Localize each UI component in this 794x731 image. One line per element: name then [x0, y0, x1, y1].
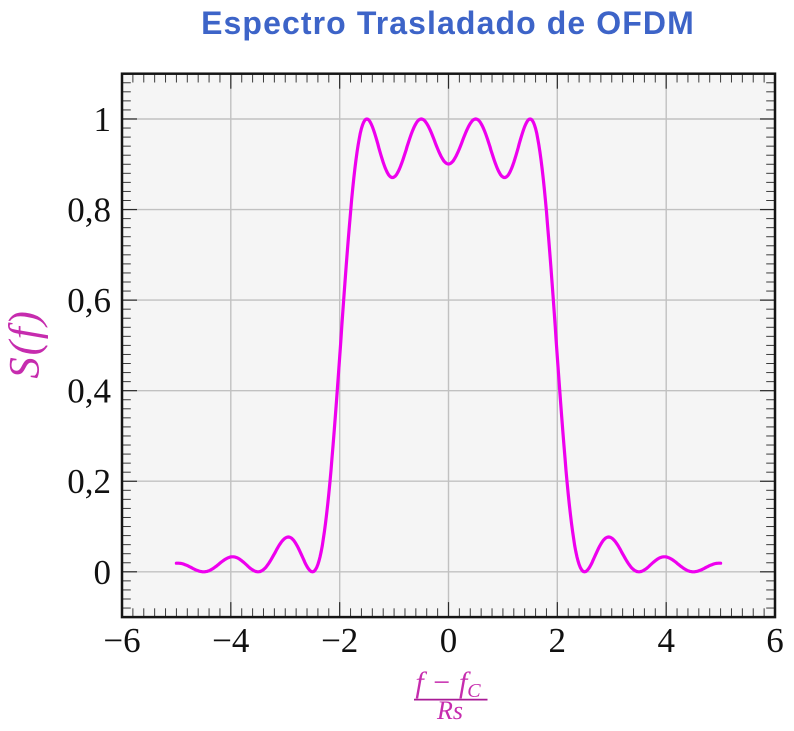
- svg-text:4: 4: [657, 621, 675, 660]
- svg-text:0: 0: [440, 621, 458, 660]
- svg-text:−4: −4: [212, 621, 249, 660]
- svg-text:0: 0: [94, 553, 112, 592]
- svg-text:0,6: 0,6: [67, 281, 111, 320]
- svg-text:S(f): S(f): [2, 309, 49, 378]
- svg-text:Rs: Rs: [436, 696, 463, 725]
- svg-text:1: 1: [94, 100, 112, 139]
- svg-text:2: 2: [549, 621, 567, 660]
- svg-text:Espectro Trasladado de OFDM: Espectro Trasladado de OFDM: [201, 5, 695, 41]
- svg-text:0,8: 0,8: [67, 191, 111, 230]
- svg-text:−2: −2: [321, 621, 358, 660]
- svg-text:6: 6: [766, 621, 784, 660]
- svg-text:0,2: 0,2: [67, 462, 111, 501]
- svg-text:−6: −6: [103, 621, 140, 660]
- svg-text:0,4: 0,4: [67, 372, 111, 411]
